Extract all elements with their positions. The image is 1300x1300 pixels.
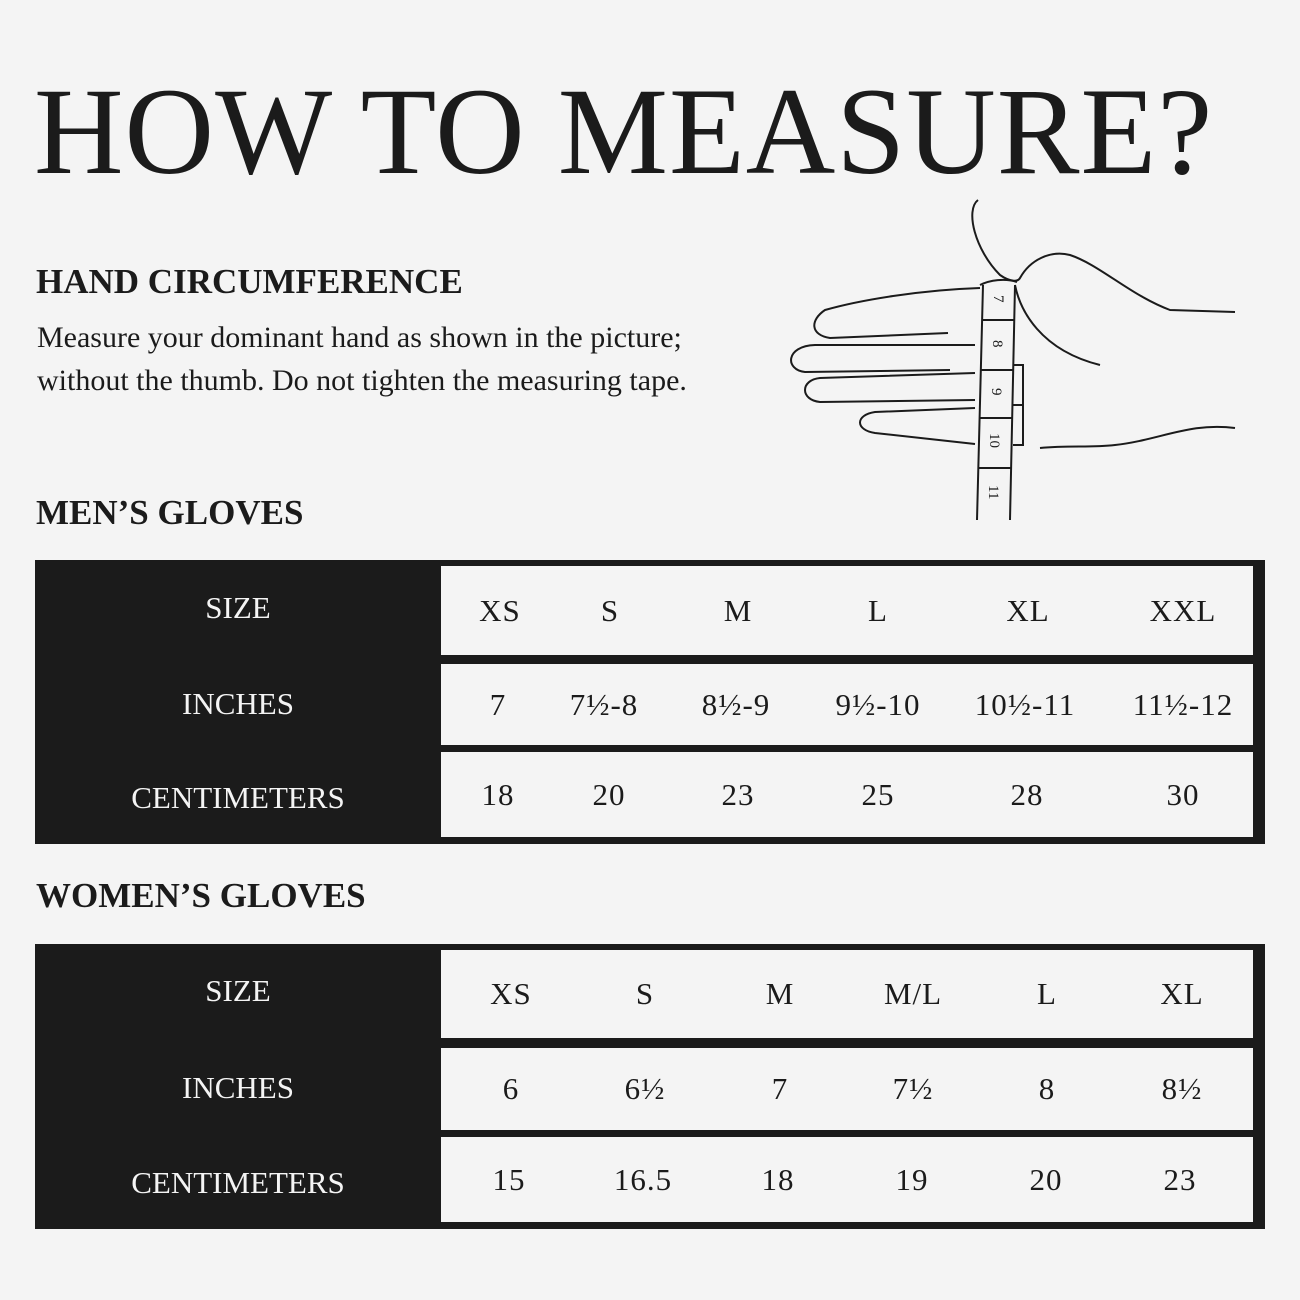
tape-number-11: 11	[985, 485, 1001, 499]
inches-cell: 7	[771, 1071, 789, 1106]
palm-outline	[1014, 284, 1236, 449]
inches-cell: 10½-11	[974, 686, 1076, 722]
table-row: 6 6½ 7 7½ 8 8½	[441, 1048, 1253, 1130]
inches-cell: 7	[489, 686, 507, 722]
inches-cell: 7½-8	[569, 686, 639, 722]
size-cell: XS	[490, 976, 532, 1011]
table-row: 7 7½-8 8½-9 9½-10 10½-11 11½-12	[441, 664, 1253, 745]
cm-cell: 30	[1166, 776, 1200, 812]
page-title: HOW TO MEASURE?	[34, 63, 1214, 200]
row-label-size: SIZE	[205, 973, 271, 1008]
size-cell: M	[723, 592, 753, 628]
size-cell: XL	[1006, 592, 1050, 628]
table-row: XS S M L XL XXL	[441, 566, 1253, 655]
row-label-centimeters: CENTIMETERS	[131, 780, 345, 815]
cm-cell: 28	[1010, 776, 1044, 812]
table-row: XS S M M/L L XL	[441, 950, 1253, 1038]
size-cell: S	[600, 592, 620, 628]
tape-number-8: 8	[989, 340, 1005, 348]
measure-instructions: Measure your dominant hand as shown in t…	[37, 321, 687, 397]
inches-cell: 8	[1038, 1071, 1056, 1106]
finger-4	[859, 407, 976, 445]
cm-cell: 20	[1029, 1161, 1063, 1197]
finger-3	[804, 372, 976, 404]
hand-measuring-illustration: 7 8 9 10 11	[790, 199, 1236, 521]
cm-cell: 18	[761, 1161, 795, 1197]
inches-cell: 8½	[1161, 1071, 1203, 1106]
inches-cell: 6	[502, 1071, 520, 1106]
cm-cell: 23	[721, 776, 755, 812]
row-label-inches: INCHES	[182, 1070, 294, 1105]
size-cell: XS	[479, 592, 521, 628]
row-label-centimeters: CENTIMETERS	[131, 1165, 345, 1200]
cm-cell: 16.5	[613, 1161, 673, 1197]
tape-number-7: 7	[990, 295, 1006, 303]
tape-number-9: 9	[988, 388, 1004, 396]
mens-gloves-heading: MEN’S GLOVES	[36, 493, 304, 532]
size-cell: XL	[1160, 976, 1204, 1011]
cm-cell: 23	[1163, 1161, 1197, 1197]
size-cell: S	[635, 976, 655, 1011]
cm-cell: 18	[481, 776, 515, 812]
mens-size-table: SIZE XS S M L XL XXL INCHES 7 7½-8 8½-9 …	[35, 560, 1265, 844]
table-row: 18 20 23 25 28 30	[441, 752, 1253, 837]
cm-cell: 15	[492, 1161, 526, 1197]
size-cell: M	[765, 976, 795, 1011]
row-label-inches: INCHES	[182, 685, 294, 721]
tape	[976, 278, 1018, 521]
table-row: 15 16.5 18 19 20 23	[441, 1137, 1253, 1222]
size-cell: L	[1037, 976, 1057, 1011]
finger-2	[790, 344, 975, 374]
womens-gloves-heading: WOMEN’S GLOVES	[36, 876, 366, 915]
tape-number-10: 10	[986, 433, 1002, 448]
size-cell: M/L	[883, 976, 943, 1011]
cm-cell: 19	[895, 1161, 929, 1197]
row-label-size: SIZE	[205, 589, 271, 625]
womens-size-table: SIZE XS S M M/L L XL INCHES 6 6½ 7 7½ 8 …	[35, 944, 1265, 1229]
cm-cell: 20	[592, 776, 626, 812]
inches-cell: 6½	[624, 1071, 666, 1106]
finger-1	[813, 287, 981, 340]
inches-cell: 9½-10	[835, 686, 921, 722]
size-cell: L	[868, 592, 888, 628]
thumb-outline	[971, 199, 1236, 313]
cm-cell: 25	[861, 776, 895, 812]
size-cell: XXL	[1149, 592, 1217, 628]
inches-cell: 11½-12	[1132, 686, 1234, 722]
inches-cell: 8½-9	[701, 686, 771, 722]
inches-cell: 7½	[892, 1071, 934, 1106]
hand-circumference-heading: HAND CIRCUMFERENCE	[36, 262, 463, 301]
